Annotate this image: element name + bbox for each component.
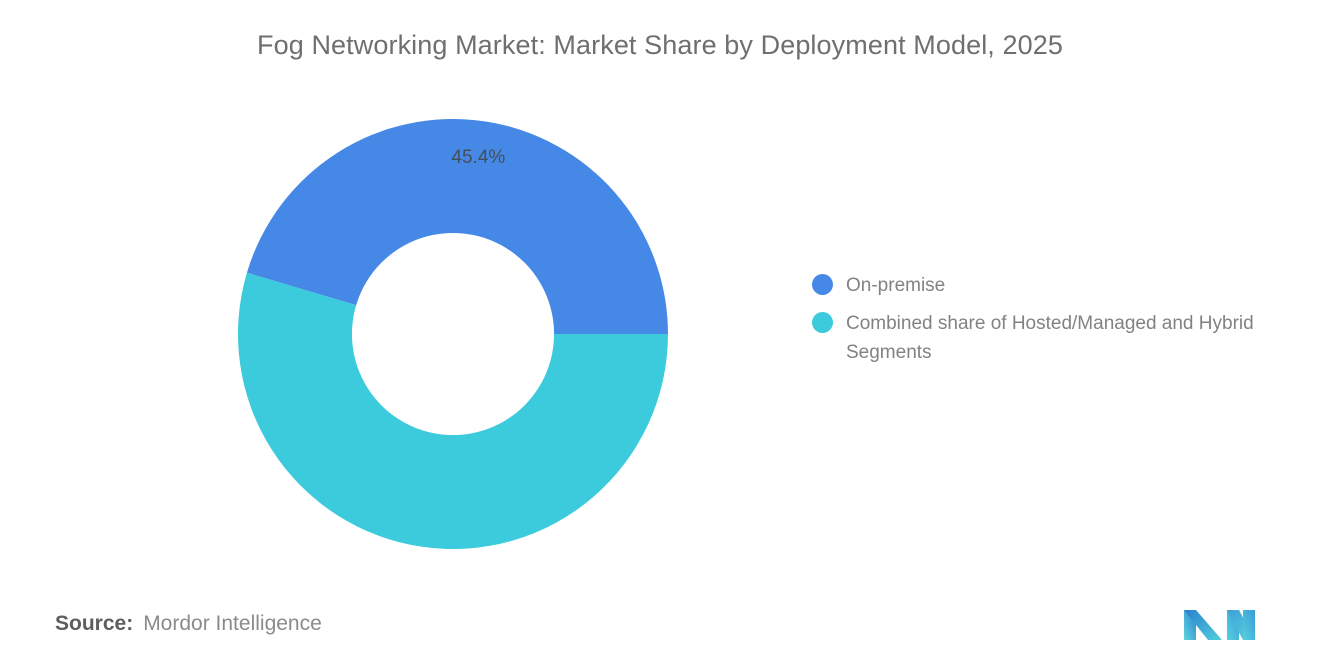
legend-label-on-premise: On-premise bbox=[846, 275, 946, 296]
legend-swatch-combined-icon bbox=[812, 312, 833, 333]
legend-item-on-premise[interactable]: On-premise bbox=[812, 271, 1282, 300]
donut-slice-on-premise[interactable] bbox=[246, 119, 668, 334]
chart-legend: On-premise Combined share of Hosted/Mana… bbox=[812, 271, 1282, 376]
donut-chart-svg bbox=[238, 119, 668, 549]
source-label: Source: bbox=[55, 612, 134, 635]
source-line: Source: Mordor Intelligence bbox=[55, 612, 322, 636]
legend-item-combined-hosted-managed-hybrid[interactable]: Combined share of Hosted/Managed and Hyb… bbox=[812, 309, 1282, 367]
mordor-intelligence-logo-icon bbox=[1181, 598, 1259, 642]
legend-swatch-on-premise-icon bbox=[812, 274, 833, 295]
logo-svg bbox=[1184, 610, 1255, 640]
source-value: Mordor Intelligence bbox=[143, 612, 322, 635]
donut-chart: 45.4% bbox=[238, 119, 668, 549]
page-title: Fog Networking Market: Market Share by D… bbox=[257, 30, 1063, 60]
legend-label-combined-hosted-managed-hybrid: Combined share of Hosted/Managed and Hyb… bbox=[846, 313, 1254, 363]
